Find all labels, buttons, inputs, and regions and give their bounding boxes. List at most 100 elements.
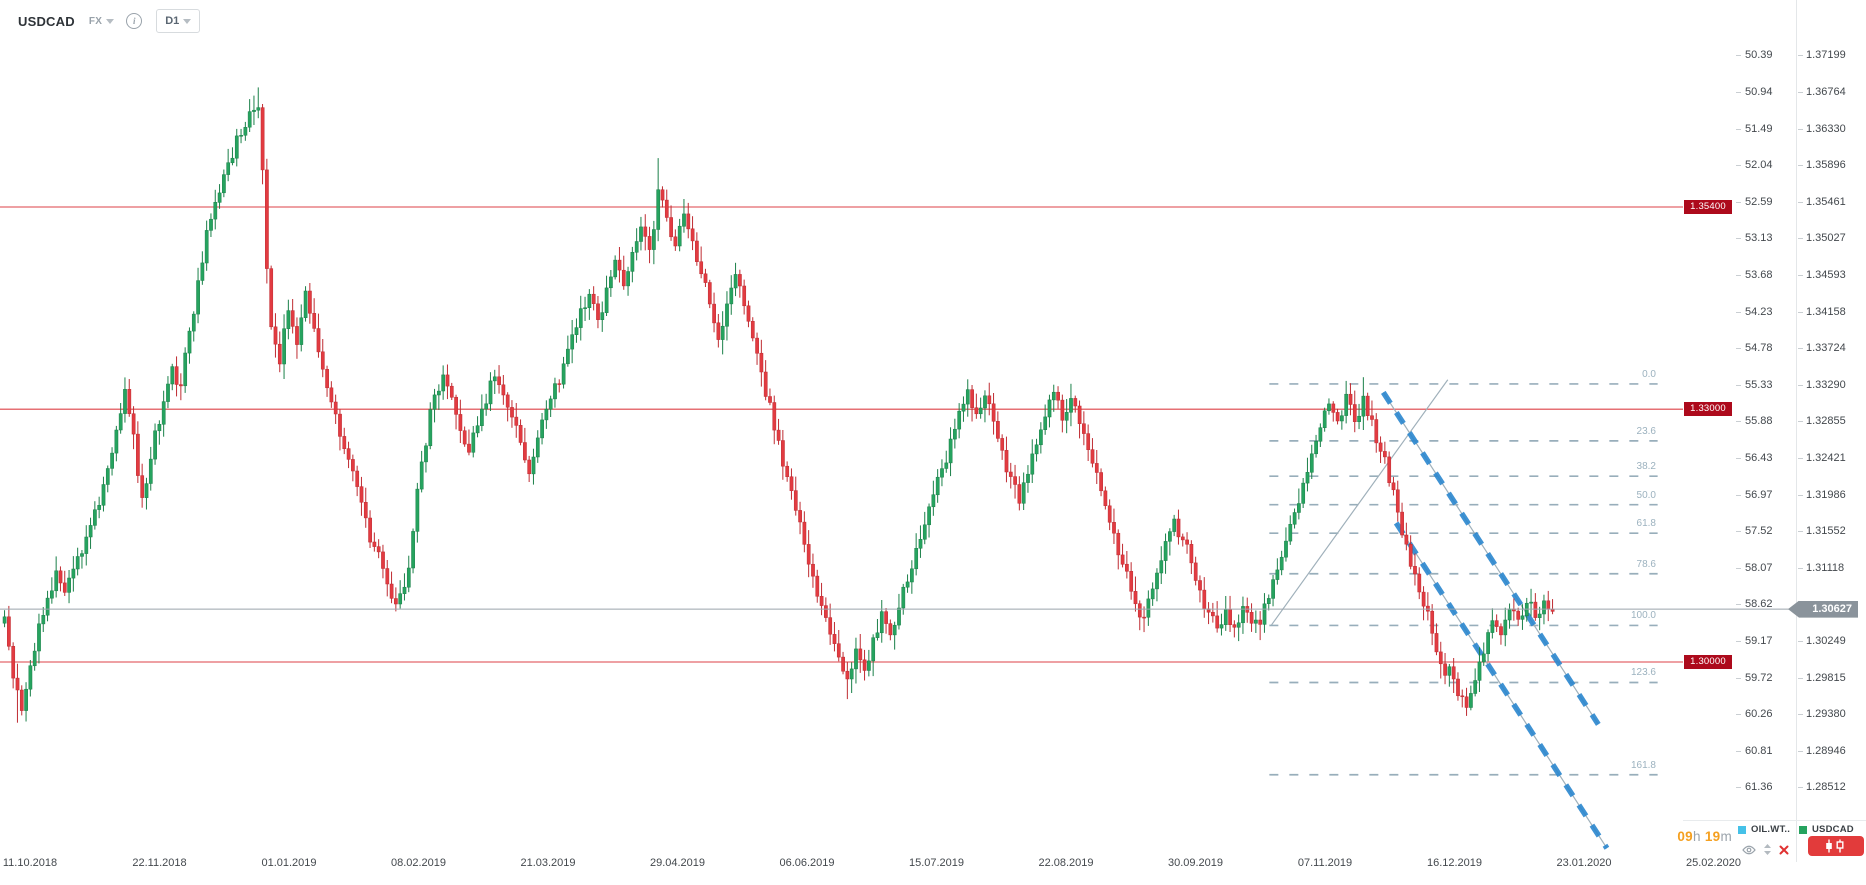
oil-axis-tick: 50.94 [1745, 86, 1773, 98]
price-axis-tick: 1.31118 [1806, 561, 1845, 574]
price-axis-tick: 1.33724 [1806, 342, 1846, 355]
price-axis-tick-dash [1798, 677, 1803, 679]
oil-axis-tick: 52.59 [1745, 195, 1773, 208]
price-axis-tick: 1.29815 [1806, 671, 1846, 684]
rising-support-trendline[interactable] [1271, 379, 1449, 626]
close-icon[interactable] [1779, 845, 1789, 855]
down-candles [7, 104, 1555, 723]
oil-axis-tick: 61.36 [1745, 781, 1773, 794]
channel-upper-trendline-dashes[interactable] [1380, 390, 1601, 726]
price-axis-tick: 1.31552 [1806, 525, 1846, 538]
channel-lower-trendline-dashes[interactable] [1393, 521, 1610, 850]
oil-axis-tick: 53.68 [1745, 269, 1773, 281]
price-axis-tick: 1.34158 [1806, 305, 1846, 318]
level-price-tag: 1.33000 [1684, 402, 1732, 417]
oil-axis-tick-dash [1736, 275, 1741, 276]
oil-axis-tick: 55.33 [1745, 378, 1773, 391]
date-tick-label: 30.09.2019 [1167, 857, 1224, 869]
price-axis-tick-dash [1798, 421, 1803, 423]
oil-axis-tick: 52.04 [1745, 159, 1773, 172]
chart-type-button[interactable] [1808, 836, 1864, 856]
overlay-instrument-controls [1742, 844, 1789, 855]
oil-axis-tick-dash [1736, 311, 1741, 313]
date-tick-label: 11.10.2018 [2, 857, 58, 869]
oil-axis-tick-dash [1736, 677, 1741, 679]
price-axis-tick-dash [1798, 201, 1803, 203]
oil-axis-tick: 55.88 [1745, 415, 1773, 428]
legend-usdcad-label: USDCAD [1812, 824, 1854, 835]
price-axis-tick: 1.36764 [1806, 86, 1846, 98]
market-selector[interactable]: FX [88, 15, 115, 27]
price-axis-tick: 1.30249 [1806, 635, 1846, 647]
price-axis-tick: 1.33290 [1806, 378, 1846, 391]
oil-axis-tick-dash [1736, 421, 1741, 423]
oil-axis-tick: 54.78 [1745, 342, 1773, 355]
fibonacci-level-label: 50.0 [1636, 489, 1656, 501]
timeframe-dropdown[interactable]: D1 [156, 9, 201, 33]
date-tick-label: 22.11.2018 [132, 857, 187, 869]
usdcad-swatch [1799, 825, 1807, 834]
oil-axis-tick-dash [1736, 201, 1741, 203]
oil-axis-tick: 54.23 [1745, 305, 1773, 318]
oil-axis-tick: 60.26 [1745, 708, 1773, 721]
date-tick-label: 23.01.2020 [1556, 857, 1612, 869]
price-axis-tick-dash [1798, 750, 1803, 752]
oil-axis-tick: 51.49 [1745, 122, 1773, 135]
price-axis-tick-dash [1798, 348, 1803, 350]
oil-axis-tick-dash [1736, 384, 1741, 386]
price-axis-tick-dash [1798, 567, 1803, 569]
oil-axis-tick: 56.97 [1745, 488, 1773, 501]
date-tick-label: 25.02.2020 [1685, 857, 1742, 869]
oil-axis-tick-dash [1736, 567, 1741, 569]
countdown-unit: h [1692, 829, 1701, 844]
date-tick-label: 08.02.2019 [390, 857, 447, 869]
info-icon[interactable]: i [126, 13, 143, 29]
price-axis-tick: 1.36330 [1806, 122, 1846, 135]
level-price-tag: 1.30000 [1684, 654, 1732, 669]
price-axis-tick-dash [1798, 311, 1803, 313]
axis-separator [1796, 0, 1797, 862]
symbol-title: USDCAD [18, 13, 75, 29]
price-axis-tick: 1.28946 [1806, 744, 1846, 757]
chart-header: USDCAD FX i D1 [18, 8, 201, 34]
price-axis-tick-dash [1798, 787, 1803, 789]
countdown-unit: m [1720, 829, 1732, 844]
axis-bottom-border [1683, 820, 1866, 821]
visibility-eye-icon[interactable] [1742, 845, 1756, 855]
oil-axis-tick: 50.39 [1745, 49, 1773, 62]
chevron-down-icon [106, 18, 115, 24]
oil-axis-tick: 57.52 [1745, 525, 1773, 538]
oil-axis-tick: 59.17 [1745, 635, 1773, 647]
fibonacci-level-label: 23.6 [1636, 425, 1656, 437]
reorder-arrows-icon[interactable] [1763, 844, 1772, 855]
price-axis-tick: 1.34593 [1806, 269, 1846, 281]
current-price-tag: 1.30627 [1788, 600, 1858, 618]
market-label: FX [88, 15, 103, 27]
oil-axis-tick-dash [1736, 238, 1741, 240]
oil-axis-tick-dash [1736, 787, 1741, 789]
oil-axis-tick: 60.81 [1745, 744, 1773, 757]
price-axis-tick: 1.35027 [1806, 232, 1846, 245]
oil-axis-tick-dash [1736, 531, 1741, 533]
oil-axis-tick: 56.43 [1745, 452, 1773, 464]
price-axis-tick-dash [1798, 458, 1803, 459]
price-axis-tick: 1.32855 [1806, 415, 1846, 428]
oil-axis-tick: 58.62 [1745, 598, 1773, 611]
date-tick-label: 16.12.2019 [1426, 857, 1483, 869]
oil-axis-tick-dash [1736, 494, 1741, 496]
legend-item-usdcad[interactable]: USDCAD [1799, 824, 1854, 835]
oil-axis-tick-dash [1736, 714, 1741, 716]
price-axis-tick: 1.35461 [1806, 195, 1846, 208]
date-tick-label: 21.03.2019 [520, 857, 576, 869]
date-tick-label: 15.07.2019 [908, 857, 965, 869]
oil-axis-tick-dash [1736, 458, 1741, 459]
price-axis-tick-dash [1798, 275, 1803, 276]
oil-axis-tick-dash [1736, 165, 1741, 167]
legend-item-oil[interactable]: OIL.WT.. [1738, 824, 1790, 835]
price-axis-tick-dash [1798, 165, 1803, 167]
oil-axis-tick: 58.07 [1745, 561, 1773, 574]
level-price-tag: 1.35400 [1684, 200, 1732, 214]
oil-swatch [1738, 825, 1746, 834]
